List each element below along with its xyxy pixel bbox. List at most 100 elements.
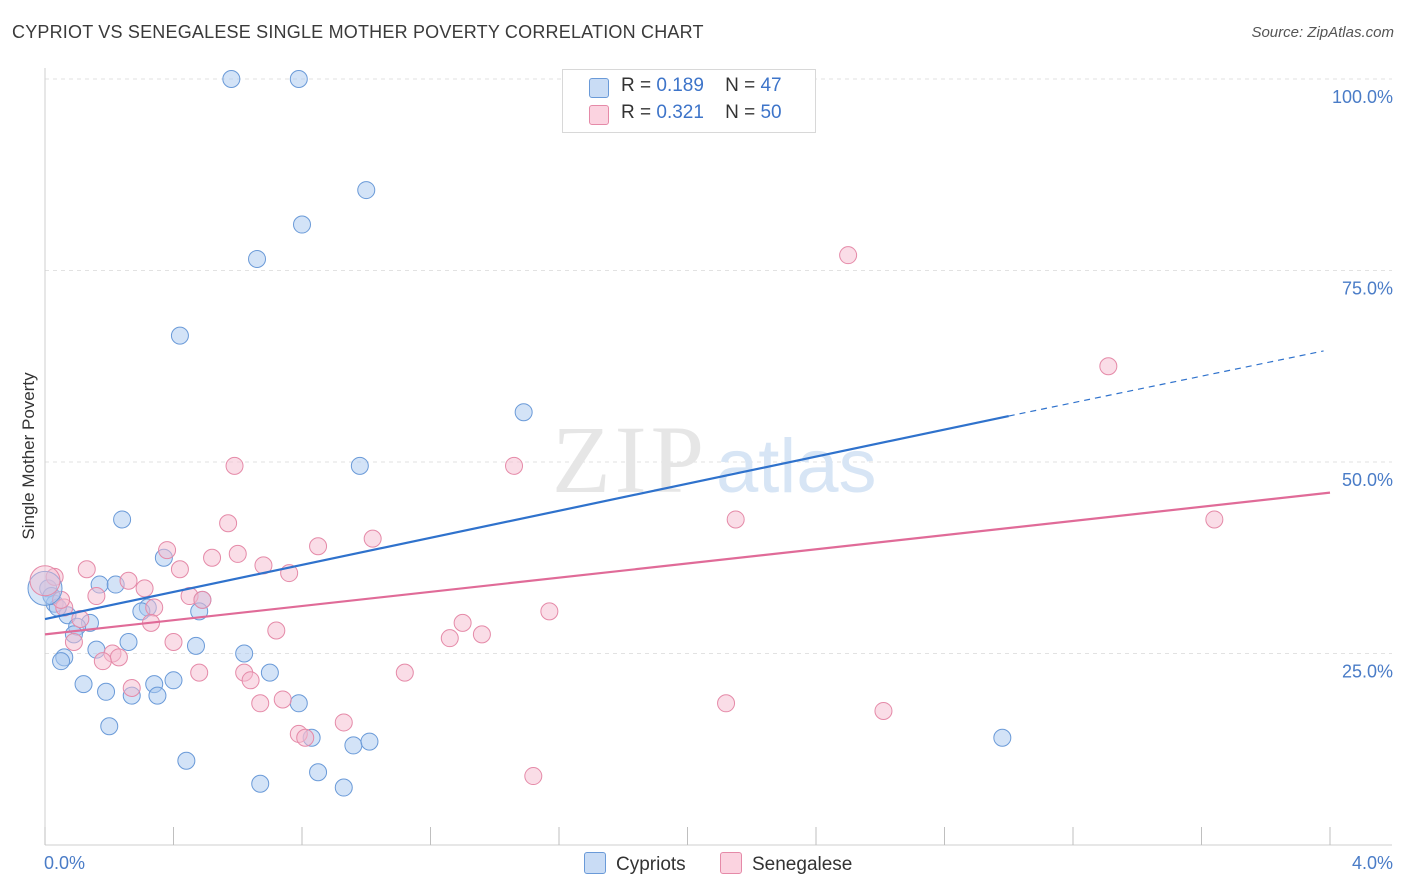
cypriots-point-43 <box>993 728 1012 747</box>
legend-n-label: N = <box>725 102 756 123</box>
cypriots-point-29 <box>74 675 93 694</box>
cypriots-point-42 <box>334 778 353 797</box>
legend-swatch-senegalese <box>589 105 609 125</box>
senegalese-point-7 <box>363 529 382 548</box>
y-tick-label-75: 75.0% <box>1342 279 1393 299</box>
senegalese-point-29 <box>64 633 83 652</box>
x-tick-label-min: 0.0% <box>44 853 85 873</box>
senegalese-point-42 <box>874 701 893 720</box>
cypriots-point-39 <box>177 751 196 770</box>
senegalese-point-33 <box>93 652 112 671</box>
bottom-legend-label-senegalese: Senegalese <box>752 854 853 875</box>
senegalese-point-32 <box>109 648 128 667</box>
watermark: ZIP atlas <box>552 406 877 513</box>
legend-r-label: R = <box>621 75 652 96</box>
senegalese-point-30 <box>164 633 183 652</box>
watermark-atlas: atlas <box>716 424 877 509</box>
bottom-legend-senegalese: Senegalese <box>720 852 852 876</box>
senegalese-point-19 <box>193 590 212 609</box>
tick-labels: 25.0% 50.0% 75.0% 100.0% 0.0% 4.0% <box>44 87 1393 873</box>
senegalese-point-11 <box>203 548 222 567</box>
cypriots-trend-line <box>44 414 1009 621</box>
senegalese-point-15 <box>77 560 96 579</box>
senegalese-point-9 <box>158 541 177 560</box>
gridlines <box>45 78 1392 654</box>
legend-r-value-cypriots: 0.189 <box>656 75 704 96</box>
y-tick-label-25: 25.0% <box>1342 662 1393 682</box>
cypriots-point-6 <box>514 403 533 422</box>
cypriots-point-41 <box>251 774 270 793</box>
senegalese-point-48 <box>52 590 71 609</box>
senegalese-point-28 <box>440 629 459 648</box>
legend-n-label: N = <box>725 75 756 96</box>
senegalese-point-41 <box>717 694 736 713</box>
senegalese-point-40 <box>251 694 270 713</box>
senegalese-point-37 <box>241 671 260 690</box>
cypriots-trend-extension <box>1008 350 1324 417</box>
senegalese-point-17 <box>135 579 154 598</box>
cypriots-point-37 <box>344 736 363 755</box>
cypriots-point-40 <box>309 763 328 782</box>
data-points <box>27 70 1224 797</box>
cypriots-point-24 <box>235 644 254 663</box>
senegalese-point-5 <box>726 510 745 529</box>
cypriots-point-2 <box>357 181 376 200</box>
senegalese-point-4 <box>1205 510 1224 529</box>
cypriots-point-1 <box>289 70 308 88</box>
cypriots-point-21 <box>119 633 138 652</box>
cypriots-point-4 <box>248 250 267 269</box>
senegalese-point-10 <box>228 544 247 563</box>
senegalese-point-3 <box>505 456 524 475</box>
senegalese-point-27 <box>472 625 491 644</box>
senegalese-point-25 <box>453 613 472 632</box>
axes <box>44 68 1392 846</box>
bottom-legend-cypriots: Cypriots <box>584 852 686 876</box>
senegalese-point-21 <box>145 598 164 617</box>
y-tick-label-100: 100.0% <box>1332 87 1393 107</box>
bottom-legend-swatch-cypriots <box>584 852 606 874</box>
trend-lines <box>44 350 1331 636</box>
cypriots-point-31 <box>97 682 116 701</box>
senegalese-point-2 <box>225 456 244 475</box>
legend-n-value-cypriots: 47 <box>760 75 782 96</box>
cypriots-point-5 <box>170 326 189 345</box>
cypriots-point-26 <box>52 652 71 671</box>
senegalese-point-8 <box>309 537 328 556</box>
senegalese-point-43 <box>334 713 353 732</box>
senegalese-point-20 <box>87 587 106 606</box>
cypriots-point-27 <box>260 663 279 682</box>
cypriots-point-35 <box>100 717 119 736</box>
cypriots-point-8 <box>113 510 132 529</box>
cypriots-point-3 <box>293 215 311 234</box>
legend-swatch-cypriots <box>589 78 609 98</box>
senegalese-point-46 <box>524 767 543 786</box>
senegalese-point-34 <box>190 663 209 682</box>
senegalese-point-35 <box>395 663 414 682</box>
senegalese-trend-line <box>44 491 1331 636</box>
cypriots-point-28 <box>164 671 183 690</box>
legend-r-label: R = <box>621 102 652 123</box>
senegalese-cluster-point <box>29 565 61 597</box>
senegalese-point-45 <box>296 728 315 747</box>
cypriots-point-22 <box>186 636 205 655</box>
cypriots-cluster-point <box>27 570 63 606</box>
legend: R = 0.189 N = 47 R = 0.321 N = 50 <box>562 69 816 133</box>
y-tick-label-50: 50.0% <box>1342 470 1393 490</box>
x-tick-label-max: 4.0% <box>1352 853 1393 873</box>
legend-r-value-senegalese: 0.321 <box>656 102 704 123</box>
senegalese-point-38 <box>122 678 141 697</box>
senegalese-point-13 <box>170 560 189 579</box>
senegalese-point-1 <box>1099 357 1118 376</box>
chart-title: CYPRIOT VS SENEGALESE SINGLE MOTHER POVE… <box>12 22 704 42</box>
legend-n-value-senegalese: 50 <box>760 102 782 123</box>
cypriots-point-7 <box>350 456 369 475</box>
watermark-zip: ZIP <box>552 406 708 513</box>
cypriots-point-33 <box>148 686 167 705</box>
senegalese-point-6 <box>219 514 238 533</box>
cypriots-point-34 <box>289 694 308 713</box>
bottom-legend-label-cypriots: Cypriots <box>616 854 686 875</box>
senegalese-point-39 <box>273 690 292 709</box>
y-axis-label: Single Mother Poverty <box>19 372 38 540</box>
cypriots-point-0 <box>222 70 241 88</box>
